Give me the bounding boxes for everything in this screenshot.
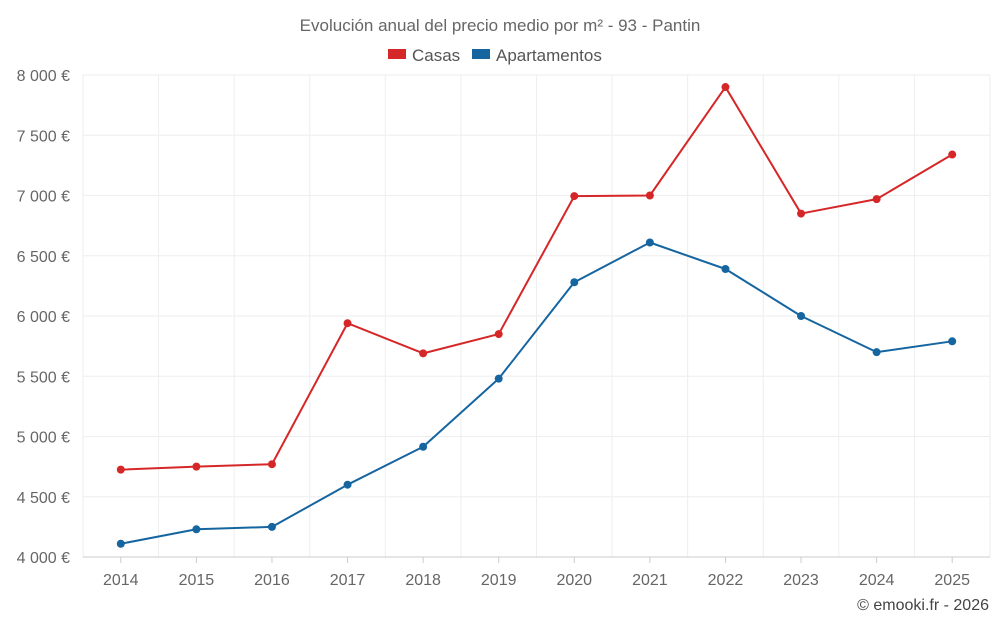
- y-tick-label: 6 500 €: [17, 249, 70, 266]
- x-tick-label: 2023: [783, 572, 819, 589]
- legend-label-casas[interactable]: Casas: [412, 46, 460, 65]
- y-tick-label: 7 500 €: [17, 128, 70, 145]
- x-tick-label: 2025: [934, 572, 970, 589]
- data-point-apartamentos[interactable]: [872, 348, 881, 357]
- data-point-apartamentos[interactable]: [494, 374, 503, 383]
- x-tick-label: 2021: [632, 572, 668, 589]
- x-axis: 2014 2015 2016 2017 2018 2019 2020 2021 2022 2023…: [83, 556, 990, 589]
- data-point-casas[interactable]: [419, 349, 428, 358]
- data-point-casas[interactable]: [116, 465, 125, 474]
- data-point-apartamentos[interactable]: [797, 312, 806, 320]
- y-tick-label: 5 500 €: [17, 369, 70, 386]
- legend-swatch-casas: [388, 49, 406, 59]
- data-point-casas[interactable]: [948, 150, 957, 159]
- series: [116, 83, 957, 548]
- data-point-apartamentos[interactable]: [645, 238, 654, 247]
- data-point-casas[interactable]: [494, 330, 503, 339]
- series-line-casas: [120, 86, 953, 471]
- legend-swatch-apartamentos: [472, 49, 490, 59]
- x-tick-label: 2017: [330, 572, 366, 589]
- legend: Casas Apartamentos: [388, 46, 602, 65]
- data-point-apartamentos[interactable]: [419, 442, 428, 451]
- y-tick-label: 4 500 €: [17, 490, 70, 507]
- series-line-apartamentos: [120, 241, 953, 545]
- y-tick-label: 7 000 €: [17, 189, 70, 206]
- y-tick-label: 8 000 €: [17, 68, 70, 85]
- y-tick-label: 5 000 €: [17, 430, 70, 447]
- y-tick-label: 4 000 €: [17, 550, 70, 567]
- data-point-apartamentos[interactable]: [948, 337, 957, 346]
- data-point-casas[interactable]: [645, 191, 654, 200]
- data-point-casas[interactable]: [872, 195, 881, 204]
- data-point-apartamentos[interactable]: [570, 278, 579, 287]
- data-point-casas[interactable]: [570, 192, 579, 201]
- grid: [82, 74, 991, 557]
- x-tick-label: 2014: [103, 572, 139, 589]
- chart-title: Evolución anual del precio medio por m² …: [300, 16, 701, 35]
- x-tick-label: 2018: [405, 572, 441, 589]
- x-tick-label: 2015: [179, 572, 215, 589]
- data-point-casas[interactable]: [192, 462, 201, 471]
- x-tick-label: 2024: [859, 572, 895, 589]
- data-point-apartamentos[interactable]: [192, 525, 201, 534]
- credit-text: © emooki.fr - 2026: [857, 597, 989, 614]
- data-point-apartamentos[interactable]: [721, 265, 730, 274]
- data-point-apartamentos[interactable]: [267, 522, 276, 531]
- data-point-casas[interactable]: [721, 83, 730, 92]
- data-point-apartamentos[interactable]: [343, 480, 352, 489]
- x-tick-label: 2019: [481, 572, 517, 589]
- legend-label-apartamentos[interactable]: Apartamentos: [496, 46, 602, 65]
- data-point-casas[interactable]: [797, 209, 806, 218]
- x-tick-label: 2020: [556, 572, 592, 589]
- y-tick-label: 6 000 €: [17, 309, 70, 326]
- data-point-casas[interactable]: [267, 460, 276, 469]
- data-point-apartamentos[interactable]: [116, 539, 125, 548]
- x-tick-label: 2022: [708, 572, 744, 589]
- x-tick-label: 2016: [254, 572, 290, 589]
- data-point-casas[interactable]: [343, 319, 352, 328]
- y-axis: 4 000 € 4 500 € 5 000 € 5 500 € 6 000 € 6 500…: [17, 68, 70, 567]
